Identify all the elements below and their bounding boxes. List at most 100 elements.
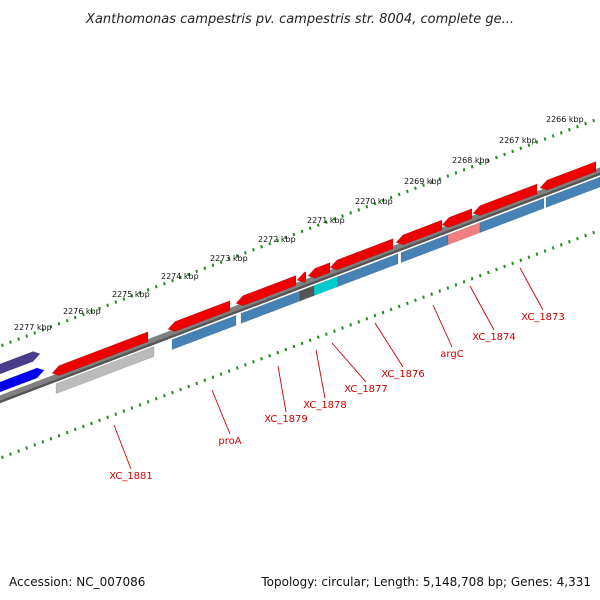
ruler-tick [171, 390, 174, 395]
ruler-tick [211, 263, 215, 267]
gene-label: XC_1881 [109, 471, 153, 482]
ruler-tick [543, 249, 547, 253]
ruler-tick [576, 124, 579, 129]
ruler-tick [316, 335, 320, 339]
ruler-tick [154, 285, 158, 289]
ruler-tick [519, 258, 523, 262]
forward-cds [329, 238, 394, 271]
ruler-tick [454, 283, 458, 287]
ruler-tick [357, 208, 361, 212]
gene-labels: XC_1873 XC_1874 argC XC_1876 XC_1877 XC_1878 X… [109, 267, 565, 482]
ruler-label: 2275 kbp [112, 290, 150, 299]
ruler-tick [559, 131, 563, 135]
left-edge-feature-blue [0, 367, 45, 393]
outer-ruler [1, 118, 595, 347]
ruler-tick [406, 189, 409, 194]
ruler-tick [90, 421, 93, 426]
ruler-tick [576, 236, 579, 241]
ruler-tick [300, 341, 304, 346]
ruler-tick [543, 137, 547, 141]
ruler-tick [349, 323, 352, 327]
gene-leader-line [519, 267, 544, 311]
ruler-tick [171, 278, 174, 283]
ruler-tick [219, 260, 223, 264]
ruler-label: 2274 kbp [161, 272, 199, 281]
ruler-tick [1, 343, 4, 347]
reverse-cds [479, 197, 545, 234]
ruler-tick [98, 306, 101, 311]
ruler-tick [373, 201, 377, 206]
ruler-tick [511, 149, 514, 154]
ruler-tick [308, 338, 312, 343]
ruler-tick [365, 317, 369, 321]
gene-leader-line [315, 349, 326, 399]
gene-leader-line [113, 424, 132, 470]
ruler-tick [130, 406, 134, 410]
ruler-tick [422, 183, 425, 187]
ruler-tick [179, 275, 182, 280]
ruler-tick [219, 372, 223, 376]
ruler-tick [252, 360, 255, 364]
ruler-label: 2272 kbp [258, 235, 296, 244]
gene-leader-line [469, 285, 495, 331]
forward-cds [307, 262, 331, 279]
ruler-tick [82, 424, 85, 429]
ruler-tick [122, 409, 126, 413]
ruler-tick [292, 232, 296, 237]
ruler-tick [527, 143, 531, 147]
feature-track [0, 160, 600, 395]
ruler-tick [584, 233, 587, 238]
ruler-tick [365, 205, 369, 209]
gene-leader-line [374, 322, 404, 368]
ruler-label: 2266 kbp [546, 115, 584, 124]
ruler-tick [163, 281, 166, 286]
gene-leader-line [331, 342, 367, 383]
gene-label: XC_1874 [472, 332, 516, 343]
ruler-label: 2268 kbp [452, 156, 490, 165]
ruler-label: 2276 kbp [63, 307, 101, 316]
ruler-tick [235, 366, 239, 370]
ruler-tick [73, 315, 77, 320]
ruler-tick [430, 292, 433, 296]
ruler-tick [284, 235, 288, 240]
ruler-tick [146, 288, 150, 292]
gene-label: proA [218, 436, 241, 447]
ruler-tick [584, 121, 587, 126]
ruler-tick [551, 246, 555, 250]
ruler-labels: 2266 kbp 2267 kbp 2268 kbp 2269 kbp 2270 kbp… [14, 115, 584, 332]
ruler-tick [284, 347, 288, 352]
ruler-tick [406, 301, 409, 306]
gene-label: XC_1879 [264, 414, 308, 425]
ruler-tick [82, 312, 85, 317]
genome-summary-text: Topology: circular; Length: 5,148,708 bp… [260, 575, 591, 589]
ruler-tick [292, 344, 296, 349]
map-title: Xanthomonas campestris pv. campestris st… [85, 12, 514, 27]
ruler-tick [357, 320, 361, 324]
ruler-tick [341, 214, 344, 218]
ruler-tick [203, 378, 207, 383]
ruler-tick [333, 329, 336, 333]
ruler-tick [25, 334, 28, 338]
ruler-tick [138, 403, 142, 407]
ruler-tick [49, 437, 53, 441]
ruler-tick [25, 446, 28, 450]
forward-cds [441, 208, 473, 228]
ruler-tick [414, 186, 417, 190]
ruler-tick [114, 300, 118, 304]
ruler-tick [381, 310, 385, 315]
gene-leader-line [211, 389, 231, 435]
ruler-tick [422, 295, 425, 299]
ruler-label: 2267 kbp [499, 136, 537, 145]
ruler-label: 2270 kbp [355, 197, 393, 206]
ruler-tick [195, 269, 199, 274]
ruler-tick [462, 280, 466, 284]
ruler-tick [300, 229, 304, 234]
ruler-tick [535, 252, 539, 256]
ruler-tick [276, 238, 280, 243]
ruler-tick [397, 304, 401, 309]
ruler-tick [9, 340, 12, 344]
ruler-tick [470, 276, 474, 281]
ruler-tick [138, 291, 142, 295]
ruler-tick [260, 357, 263, 361]
